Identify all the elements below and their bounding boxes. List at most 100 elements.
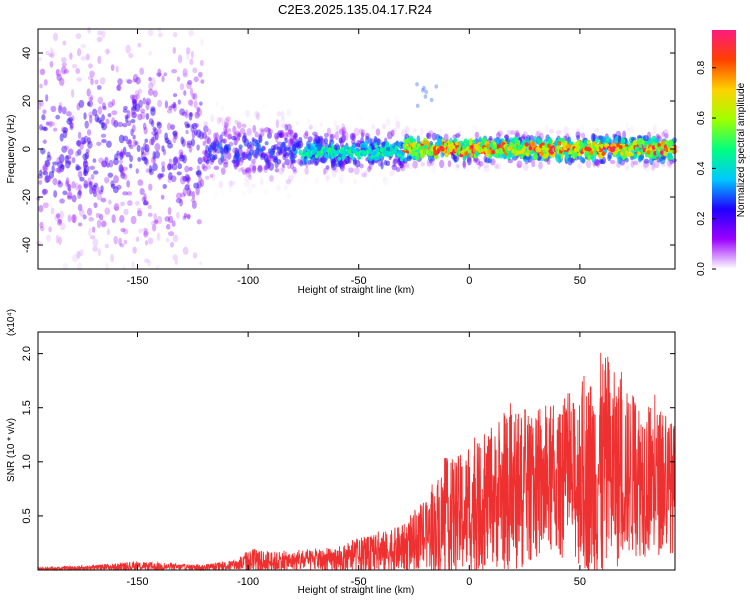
spectral-cell (493, 126, 500, 131)
spectral-cell (413, 128, 417, 133)
spectral-cell (90, 78, 94, 85)
spectral-cell (100, 133, 107, 138)
spectral-cell (354, 142, 361, 147)
spectral-cell (89, 235, 96, 240)
spectral-cell (116, 150, 120, 156)
spectral-cell (88, 111, 93, 118)
spectral-cell (77, 203, 83, 212)
spectral-cell (66, 191, 73, 199)
spectral-cell (108, 199, 112, 205)
spectral-cell (627, 128, 631, 135)
spectral-cell (55, 234, 60, 244)
spectral-cell (477, 138, 482, 143)
spectral-cell (393, 158, 399, 165)
spectral-cell (221, 189, 225, 196)
spectral-cell (522, 162, 529, 172)
spectral-cell (259, 127, 265, 133)
spectral-cell (260, 128, 265, 137)
spectral-ridge-cell (393, 148, 397, 154)
spectral-cell (652, 125, 657, 134)
spectral-cell (289, 129, 294, 137)
spectral-cell (339, 162, 345, 172)
spectral-cell (207, 128, 212, 136)
spectral-cell (145, 168, 150, 173)
spectral-cell (167, 215, 174, 224)
spectral-cell (185, 130, 189, 135)
spectral-ridge-cell (427, 150, 432, 156)
spectral-cell (253, 152, 258, 160)
spectral-cell (122, 166, 128, 171)
spectral-cell (229, 180, 236, 186)
spectral-cell (391, 164, 398, 171)
spectral-ridge-cell (472, 148, 477, 153)
spectral-ridge-cell (496, 144, 501, 149)
spectral-cell (167, 162, 172, 171)
spectral-cell (353, 178, 358, 185)
spectral-cell (80, 137, 86, 145)
spectral-cell (331, 168, 337, 178)
x-tick-label: 50 (574, 576, 586, 588)
spectral-cell (226, 152, 232, 160)
spectral-cell (381, 141, 386, 147)
spectral-cell (600, 135, 606, 143)
spectral-cell (187, 214, 191, 220)
spectral-cell (291, 172, 296, 179)
spectral-cell (298, 149, 303, 156)
spectral-cell (278, 167, 284, 175)
spectral-cell (186, 174, 191, 184)
spectral-cell (187, 99, 193, 106)
spectral-cell (119, 151, 124, 161)
spectral-cell (285, 131, 289, 137)
spectral-cell (143, 231, 148, 238)
spectral-cell (88, 96, 93, 101)
spectral-cell (106, 48, 110, 56)
spectral-ridge-cell (511, 149, 515, 154)
spectral-cell (168, 172, 173, 181)
spectral-cell (71, 214, 77, 223)
y-tick-label: 2.0 (21, 346, 33, 361)
spectral-cell (281, 163, 285, 173)
spectral-cell (137, 179, 144, 186)
spectral-cell (484, 164, 490, 173)
spectral-ridge-cell (644, 141, 648, 146)
spectral-cell (654, 122, 659, 128)
spectral-cell (171, 220, 176, 227)
spectral-cell (112, 157, 119, 166)
spectral-cell (96, 186, 100, 193)
spectral-cell (395, 120, 401, 129)
spectral-cell (104, 176, 110, 184)
spectral-cell (171, 163, 178, 171)
spectral-cell (67, 214, 72, 223)
spectral-cell (87, 26, 91, 34)
spectral-cell (592, 133, 596, 142)
spectral-cell (223, 161, 229, 168)
spectral-cell (82, 214, 87, 220)
spectral-cell (482, 162, 489, 169)
spectral-ridge-cell (357, 155, 361, 160)
spectral-cell (162, 183, 167, 189)
spectral-cell (238, 144, 243, 149)
spectral-cell (281, 79, 287, 89)
spectral-cell (580, 124, 585, 131)
spectral-cell (566, 166, 572, 171)
spectral-cell (267, 127, 271, 133)
spectral-ridge-cell (601, 151, 606, 156)
spectral-cell (135, 236, 140, 243)
spectral-ridge-cell (348, 149, 352, 154)
spectral-cell (39, 100, 44, 107)
spectral-cell (91, 226, 96, 233)
spectral-ridge-cell (444, 153, 449, 158)
spectral-ridge-cell (594, 143, 599, 149)
spectral-cell (203, 121, 209, 126)
spectral-cell (488, 135, 493, 141)
spectral-cell (201, 156, 206, 163)
spectral-cell (189, 112, 194, 117)
spectral-cell (233, 161, 238, 170)
spectral-cell (172, 101, 177, 109)
spectral-cell (189, 58, 194, 66)
spectral-cell (360, 132, 365, 138)
spectral-cell (585, 159, 592, 169)
spectral-cell (72, 214, 76, 224)
spectral-cell (270, 145, 277, 150)
